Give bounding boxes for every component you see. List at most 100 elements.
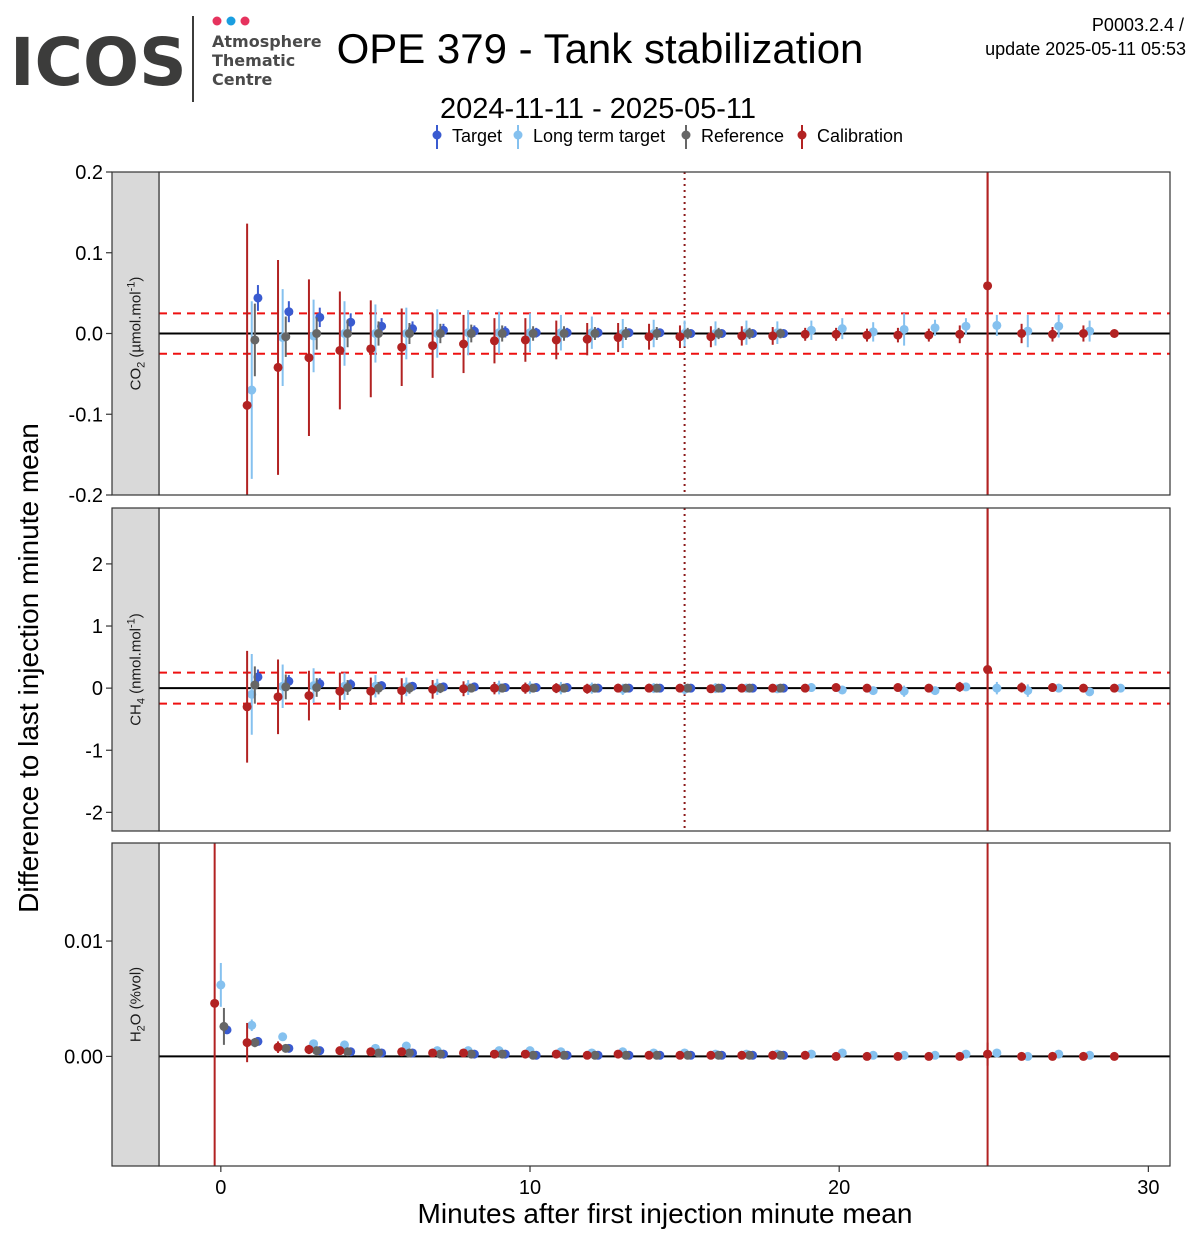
data-point xyxy=(706,1050,716,1060)
legend-label: Long term target xyxy=(533,126,665,146)
legend-item-calibration: Calibration xyxy=(797,125,903,149)
data-point xyxy=(312,329,322,338)
strip-label-unit: (µmol.mol xyxy=(128,291,145,361)
data-point xyxy=(459,339,469,349)
data-point xyxy=(551,335,561,345)
series-reference xyxy=(250,303,785,377)
data-point xyxy=(397,1047,407,1057)
data-point xyxy=(210,998,220,1008)
data-point xyxy=(242,702,252,712)
legend-key-dot xyxy=(432,130,442,140)
data-point xyxy=(893,683,903,693)
data-point xyxy=(714,1050,724,1060)
strip-label-superscript: -1 xyxy=(126,618,138,628)
data-point xyxy=(273,692,283,702)
data-point xyxy=(992,320,1002,330)
data-point xyxy=(253,293,263,303)
data-point xyxy=(459,1048,469,1058)
data-point xyxy=(745,1050,755,1060)
logo-dot-icon xyxy=(226,16,236,26)
y-axis-title: Difference to last injection minute mean xyxy=(13,423,44,913)
legend-item-reference: Reference xyxy=(681,125,784,149)
data-point xyxy=(961,682,971,692)
data-point xyxy=(219,1021,229,1031)
data-point xyxy=(559,683,569,693)
update-timestamp: update 2025-05-11 05:53 xyxy=(985,39,1186,59)
legend-key-dot xyxy=(797,130,807,140)
data-point xyxy=(335,345,345,355)
strip-label-subscript: 2 xyxy=(136,362,148,368)
data-point xyxy=(1078,1051,1088,1061)
data-point xyxy=(312,1046,322,1056)
data-point xyxy=(435,329,445,338)
data-point xyxy=(281,682,291,692)
data-point xyxy=(706,332,716,342)
data-point xyxy=(435,1049,445,1059)
data-point xyxy=(1109,1051,1119,1061)
data-point xyxy=(551,683,561,693)
data-point xyxy=(1017,329,1027,338)
data-point xyxy=(528,329,538,338)
data-point xyxy=(466,1049,476,1059)
product-code: P0003.2.4 / xyxy=(1092,15,1184,35)
data-point xyxy=(366,344,376,354)
series-reference xyxy=(219,1007,785,1060)
data-point xyxy=(335,1046,345,1056)
logo-line-2: Thematic xyxy=(212,51,295,70)
y-tick-label: 0.2 xyxy=(75,162,103,184)
data-point xyxy=(775,1050,785,1060)
data-point xyxy=(893,330,903,340)
data-point xyxy=(278,1032,288,1042)
data-point xyxy=(862,330,872,340)
y-tick-label: -0.2 xyxy=(69,485,103,507)
data-point xyxy=(281,1043,291,1053)
plot-area xyxy=(159,843,1170,1166)
data-point xyxy=(250,1038,260,1048)
data-point xyxy=(582,1050,592,1060)
data-point xyxy=(242,400,252,410)
data-point xyxy=(831,683,841,693)
data-point xyxy=(242,1038,252,1048)
data-point xyxy=(992,683,1002,693)
y-tick-label: 1 xyxy=(92,616,103,638)
data-point xyxy=(675,1050,685,1060)
data-point xyxy=(621,329,631,338)
strip-label-base: CO xyxy=(128,368,145,391)
data-point xyxy=(335,686,345,696)
strip-label-unit: (nmol.mol xyxy=(128,628,145,698)
data-point xyxy=(652,1050,662,1060)
legend-label: Reference xyxy=(701,126,784,146)
data-point xyxy=(737,683,747,693)
series-reference xyxy=(250,666,785,704)
data-point xyxy=(489,1049,499,1059)
strip-label-close: ) xyxy=(128,613,145,618)
data-point xyxy=(273,1042,283,1052)
data-point xyxy=(621,683,631,693)
data-point xyxy=(435,683,445,693)
data-point xyxy=(737,331,747,341)
data-point xyxy=(644,332,654,342)
data-point xyxy=(466,683,476,693)
data-point xyxy=(831,1051,841,1061)
data-point xyxy=(800,329,810,339)
data-point xyxy=(983,665,993,674)
data-point xyxy=(831,329,841,339)
y-tick-label: -2 xyxy=(85,802,103,824)
data-point xyxy=(404,329,414,338)
y-tick-label: 0 xyxy=(92,678,103,700)
data-point xyxy=(768,683,778,693)
data-point xyxy=(374,329,384,338)
chart-title: OPE 379 - Tank stabilization xyxy=(337,25,864,72)
x-axis-title: Minutes after first injection minute mea… xyxy=(418,1198,913,1229)
strip-label-unit: O (%vol) xyxy=(128,967,145,1025)
data-point xyxy=(250,680,260,690)
data-point xyxy=(1048,1051,1058,1061)
panel-marks xyxy=(159,172,1170,495)
data-point xyxy=(961,321,971,331)
data-point xyxy=(1054,321,1064,331)
legend: Target Long term target Reference Calibrati… xyxy=(432,125,903,149)
data-point xyxy=(1048,683,1058,693)
y-tick-label: 0.01 xyxy=(64,931,103,953)
data-point xyxy=(528,683,538,693)
